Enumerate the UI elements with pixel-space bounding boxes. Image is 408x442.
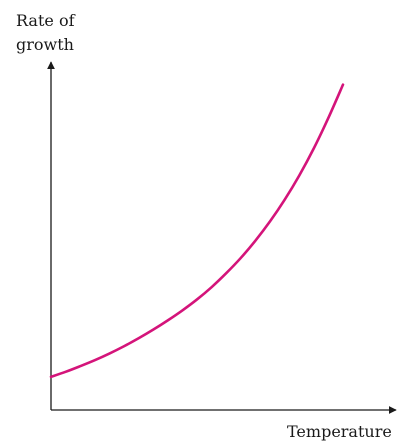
x-axis-label: Temperature: [287, 422, 392, 441]
y-axis-label-line-2: growth: [16, 35, 74, 54]
y-axis-label-line-1: Rate of: [16, 11, 76, 30]
growth-curve: [49, 83, 345, 379]
